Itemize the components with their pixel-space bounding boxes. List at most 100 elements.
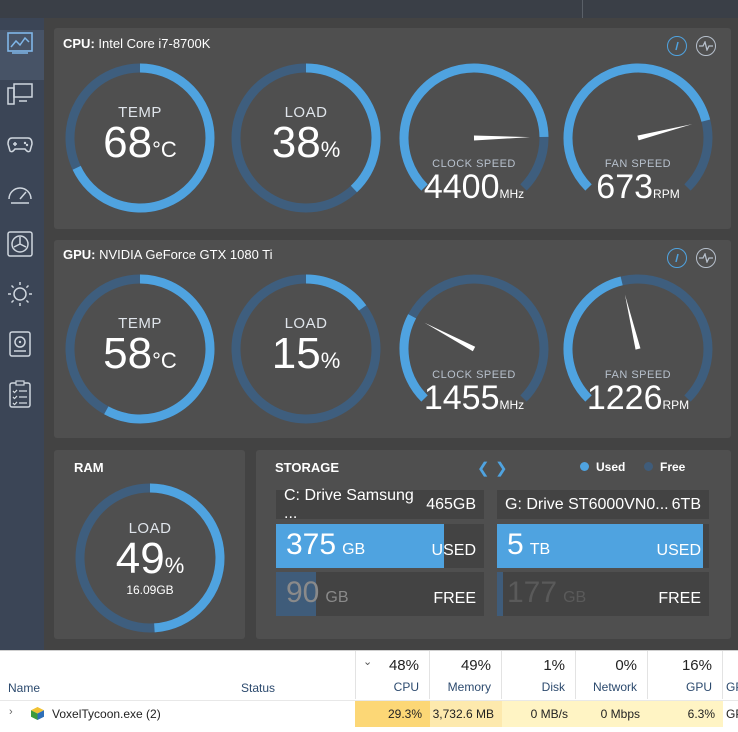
cpu-title-label: CPU:: [63, 36, 95, 51]
drive-c-used-label: USED: [431, 542, 476, 559]
ram-load-gauge-fill: [149, 483, 225, 633]
cpu-model-name: Intel Core i7-8700K: [98, 36, 211, 51]
gpu-temp-gauge-fill: [104, 274, 215, 424]
gpu-fan-gauge-needle: [624, 294, 641, 350]
cpu-temp-readout: TEMP 68°C: [103, 104, 177, 167]
cpu-clock-gauge: [399, 63, 549, 191]
cpu-clock-gauge-needle: [473, 135, 530, 141]
cpu-load-gauge-fill: [305, 63, 381, 193]
speedometer-icon[interactable]: [6, 180, 34, 208]
legend-used-dot: [580, 462, 589, 471]
process-gpu-engine-cell: GP: [723, 701, 738, 727]
cpu-panel: CPU: Intel Core i7-8700K: [54, 28, 731, 229]
process-cpu-cell: 29.3%: [355, 701, 430, 727]
gpu-load-gauge-track: [231, 274, 381, 424]
cpu-fan-readout: FAN SPEED 673RPM: [596, 158, 680, 206]
drive-c-free-fill: [276, 572, 316, 616]
gpu-fan-gauge-fill: [563, 276, 623, 402]
gpu-column-header[interactable]: 16% GPU: [648, 651, 723, 699]
task-manager-table: Name Status ⌄ 48% CPU 49% Memory 1% Disk 0%…: [0, 650, 738, 732]
cpu-temp-gauge-fill: [72, 63, 215, 213]
cpu-column-header[interactable]: 48% CPU: [355, 651, 430, 699]
drive-c-size: 465GB: [426, 495, 476, 513]
fan-icon[interactable]: [6, 230, 34, 258]
drive-c-used-bar: 375 GB USED: [276, 524, 484, 568]
clipboard-checklist-icon[interactable]: [6, 380, 34, 408]
cpu-title: CPU: Intel Core i7-8700K: [63, 36, 210, 51]
table-row[interactable]: › VoxelTycoon.exe (2) 29.3% 3,732.6 MB 0…: [0, 700, 738, 727]
gpu-info-icon[interactable]: [667, 248, 687, 268]
storage-title: STORAGE: [275, 460, 340, 475]
drive-g-used-label: USED: [656, 542, 701, 559]
process-network-cell: 0 Mbps: [576, 701, 648, 727]
dashboard-icon[interactable]: [6, 29, 34, 57]
cpu-temp-gauge: [65, 63, 215, 213]
name-column-header[interactable]: Name: [8, 681, 41, 695]
ram-load-gauge: [75, 483, 225, 633]
drive-g-name: G: Drive ST6000VN0...: [505, 495, 669, 513]
drive-c-free-label: FREE: [433, 590, 476, 607]
drive-c-name: C: Drive Samsung ...: [284, 486, 414, 522]
cpu-fan-gauge: [563, 63, 713, 191]
gpu-model-name: NVIDIA GeForce GTX 1080 Ti: [99, 247, 273, 262]
main-content: CPU: Intel Core i7-8700K GPU: NVIDIA GeF…: [44, 18, 738, 650]
drive-g-header: G: Drive ST6000VN0... 6TB: [497, 490, 709, 519]
drive-c-free-bar: 90 GB FREE: [276, 572, 484, 616]
cpu-monitor-icon[interactable]: [696, 36, 716, 56]
storage-prev-arrow[interactable]: ❮: [477, 460, 490, 477]
sidebar: [0, 18, 44, 650]
top-toolbar: [0, 0, 738, 18]
cpu-load-readout: LOAD 38%: [271, 104, 341, 167]
status-column-header[interactable]: Status: [241, 681, 276, 695]
gpu-clock-gauge-needle: [424, 322, 476, 352]
gpu-load-gauge: [231, 274, 381, 424]
expand-chevron-icon[interactable]: ›: [9, 706, 13, 718]
network-column-header[interactable]: 0% Network: [576, 651, 648, 699]
gpu-monitor-icon[interactable]: [696, 248, 716, 268]
storage-panel: STORAGE ❮ ❯ Used Free C: Drive Samsung .…: [256, 450, 731, 639]
toolbar-divider: [582, 0, 583, 18]
cpu-clock-readout: CLOCK SPEED 4400MHz: [423, 158, 525, 206]
process-gpu-cell: 6.3%: [648, 701, 723, 727]
gpu-temp-readout: TEMP 58°C: [103, 315, 177, 378]
gpu-load-readout: LOAD 15%: [271, 315, 341, 378]
process-disk-cell: 0 MB/s: [502, 701, 576, 727]
storage-drive-icon[interactable]: [6, 330, 34, 358]
gpu-panel: GPU: NVIDIA GeForce GTX 1080 Ti: [54, 240, 731, 438]
drive-g-free-bar: 177 GB FREE: [497, 572, 709, 616]
drive-g-used-fill: [497, 524, 703, 568]
gpu-title: GPU: NVIDIA GeForce GTX 1080 Ti: [63, 247, 273, 262]
legend-free-dot: [644, 462, 653, 471]
brightness-icon[interactable]: [6, 280, 34, 308]
gpu-clock-readout: CLOCK SPEED 1455MHz: [423, 369, 525, 417]
drive-c-used-value: 375 GB: [286, 528, 366, 561]
app-cube-icon: [31, 707, 44, 720]
drive-g-free-label: FREE: [658, 590, 701, 607]
drive-g-used-bar: 5 TB USED: [497, 524, 709, 568]
drive-c-used-fill: [276, 524, 445, 568]
cpu-clock-gauge-fill: [399, 63, 549, 191]
storage-next-arrow[interactable]: ❯: [495, 460, 508, 477]
process-memory-cell: 3,732.6 MB: [430, 701, 502, 727]
gpu-temp-gauge: [65, 274, 215, 424]
drive-c-free-value: 90 GB: [286, 576, 349, 609]
memory-column-header[interactable]: 49% Memory: [430, 651, 502, 699]
process-name: VoxelTycoon.exe (2): [52, 707, 161, 721]
ram-title: RAM: [74, 460, 104, 475]
gpu-clock-gauge: [399, 274, 549, 402]
gpu-title-label: GPU:: [63, 247, 96, 262]
gpu-engine-column-header[interactable]: GP: [726, 680, 738, 694]
cpu-fan-gauge-needle: [637, 124, 693, 141]
sort-chevron-icon[interactable]: ⌄: [363, 656, 373, 668]
disk-column-header[interactable]: 1% Disk: [502, 651, 576, 699]
drive-g-free-fill: [497, 572, 504, 616]
ram-load-readout: LOAD 49% 16.09GB: [90, 520, 210, 597]
gamepad-icon[interactable]: [6, 130, 34, 158]
drive-g-free-value: 177 GB: [507, 576, 587, 609]
gpu-load-gauge-fill: [305, 274, 367, 311]
cpu-info-icon[interactable]: [667, 36, 687, 56]
drive-g-used-value: 5 TB: [507, 528, 551, 561]
ram-used-amount: 16.09GB: [126, 583, 174, 597]
system-info-icon[interactable]: [6, 80, 34, 108]
legend-free-label: Free: [660, 460, 686, 474]
